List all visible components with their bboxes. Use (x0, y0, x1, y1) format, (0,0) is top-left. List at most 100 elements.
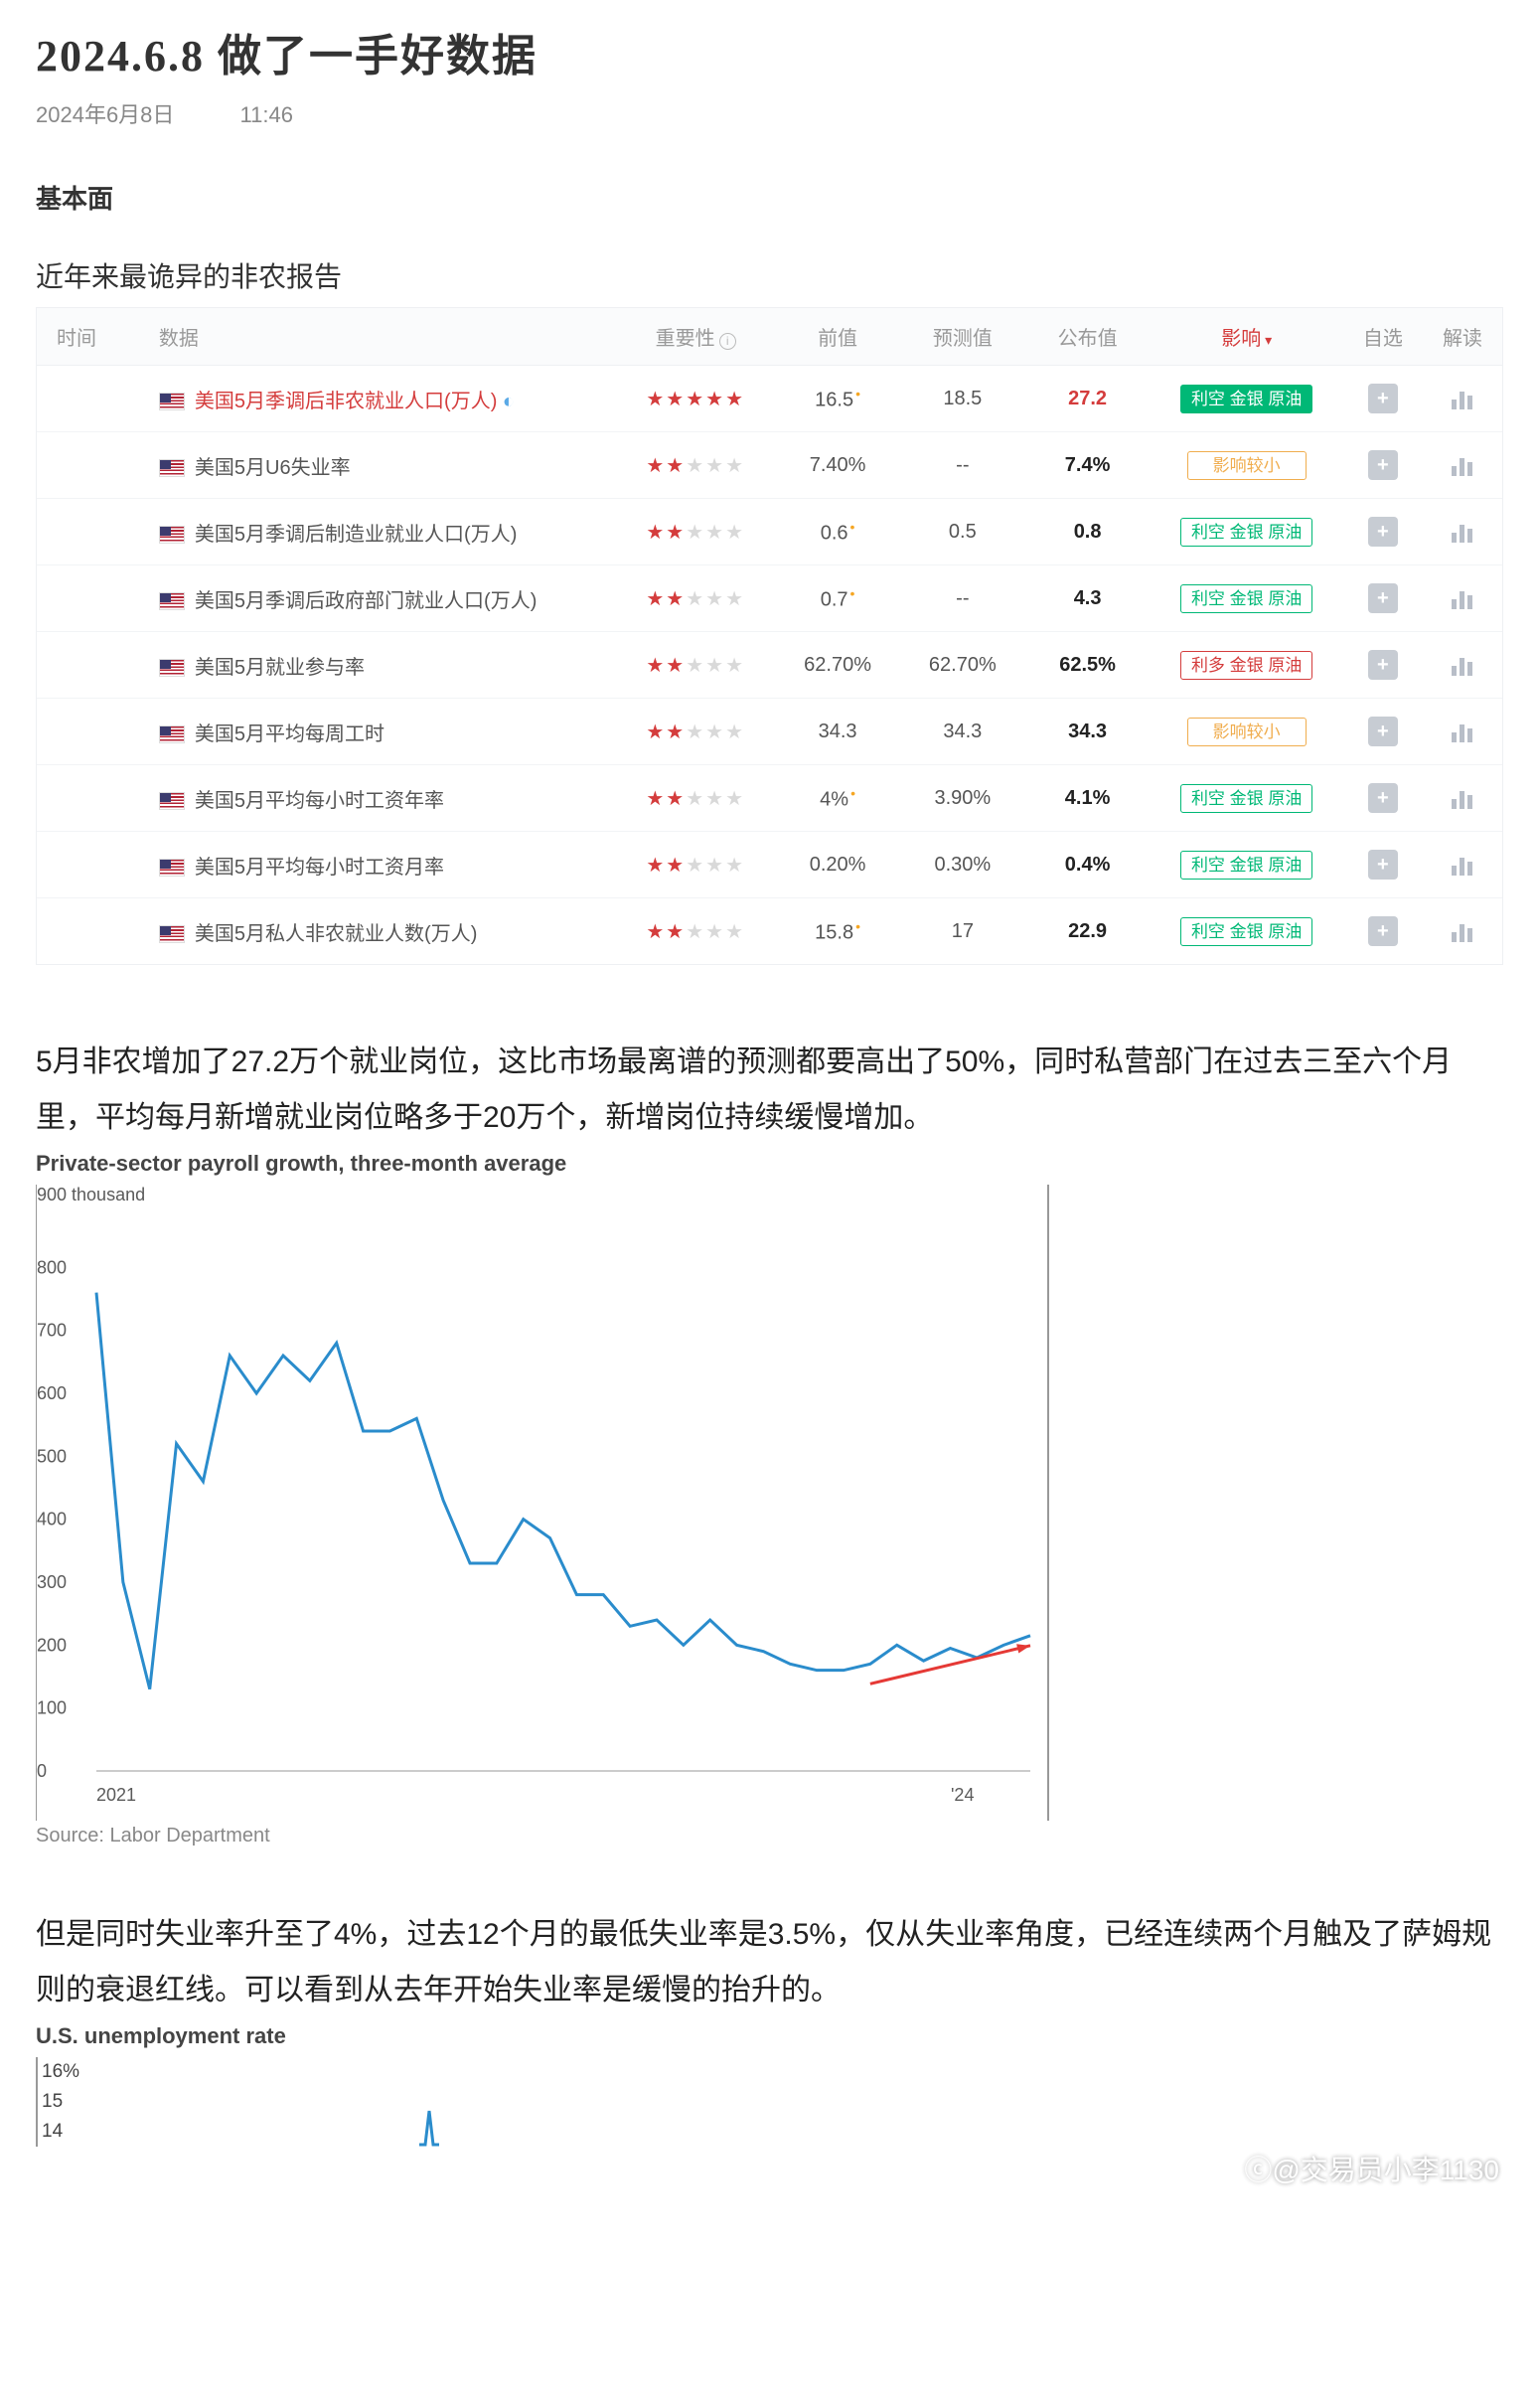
meta-time: 11:46 (240, 102, 293, 127)
row-importance: ★★★★★ (616, 632, 775, 699)
row-name[interactable]: 美国5月季调后制造业就业人口(万人) (139, 499, 616, 565)
row-importance: ★★★★★ (616, 366, 775, 432)
svg-text:100: 100 (37, 1698, 67, 1718)
svg-text:200: 200 (37, 1635, 67, 1655)
row-name[interactable]: 美国5月平均每小时工资年率 (139, 765, 616, 832)
chart2-title: U.S. unemployment rate (36, 2023, 1503, 2049)
row-impact: 利空 金银 原油 (1150, 499, 1342, 565)
row-name[interactable]: 美国5月私人非农就业人数(万人) (139, 898, 616, 965)
row-forecast: -- (900, 565, 1025, 632)
col-time[interactable]: 时间 (37, 308, 139, 366)
add-follow-button[interactable]: + (1368, 517, 1398, 547)
col-importance[interactable]: 重要性i (616, 308, 775, 366)
row-previous: 16.5• (775, 366, 900, 432)
flag-us-icon (159, 859, 185, 877)
chart1-title: Private-sector payroll growth, three-mon… (36, 1151, 1503, 1177)
row-name[interactable]: 美国5月U6失业率 (139, 432, 616, 499)
table-row: 美国5月季调后制造业就业人口(万人)★★★★★0.6•0.50.8利空 金银 原… (37, 499, 1502, 565)
col-data[interactable]: 数据 (139, 308, 616, 366)
row-importance: ★★★★★ (616, 765, 775, 832)
add-follow-button[interactable]: + (1368, 384, 1398, 413)
chart-icon[interactable] (1448, 916, 1477, 946)
row-read (1423, 432, 1502, 499)
row-name[interactable]: 美国5月就业参与率 (139, 632, 616, 699)
svg-text:500: 500 (37, 1446, 67, 1466)
col-impact[interactable]: 影响 (1150, 308, 1342, 366)
row-follow: + (1343, 832, 1423, 898)
row-forecast: 17 (900, 898, 1025, 965)
row-name[interactable]: 美国5月平均每小时工资月率 (139, 832, 616, 898)
row-impact: 影响较小 (1150, 432, 1342, 499)
row-published: 4.3 (1025, 565, 1151, 632)
impact-badge: 影响较小 (1187, 718, 1307, 746)
add-follow-button[interactable]: + (1368, 916, 1398, 946)
add-follow-button[interactable]: + (1368, 783, 1398, 813)
add-follow-button[interactable]: + (1368, 717, 1398, 746)
row-previous: 0.20% (775, 832, 900, 898)
col-forecast[interactable]: 预测值 (900, 308, 1025, 366)
row-importance: ★★★★★ (616, 699, 775, 765)
add-follow-button[interactable]: + (1368, 650, 1398, 680)
add-follow-button[interactable]: + (1368, 450, 1398, 480)
col-published[interactable]: 公布值 (1025, 308, 1151, 366)
chart2-spike (42, 2107, 1035, 2147)
chart-icon[interactable] (1448, 717, 1477, 746)
section-subheading: 近年来最诡异的非农报告 (36, 255, 1503, 295)
row-name[interactable]: 美国5月季调后政府部门就业人口(万人) (139, 565, 616, 632)
chart1: 900 thousand8007006005004003002001000202… (36, 1185, 1049, 1821)
chart-icon[interactable] (1448, 517, 1477, 547)
row-forecast: 0.5 (900, 499, 1025, 565)
chart-icon[interactable] (1448, 650, 1477, 680)
add-follow-button[interactable]: + (1368, 850, 1398, 880)
section-heading: 基本面 (36, 179, 1503, 216)
chart-icon[interactable] (1448, 450, 1477, 480)
row-impact: 利空 金银 原油 (1150, 366, 1342, 432)
row-forecast: 18.5 (900, 366, 1025, 432)
col-previous[interactable]: 前值 (775, 308, 900, 366)
chart-icon[interactable] (1448, 583, 1477, 613)
row-previous: 15.8• (775, 898, 900, 965)
row-forecast: 62.70% (900, 632, 1025, 699)
row-importance: ★★★★★ (616, 898, 775, 965)
svg-text:300: 300 (37, 1572, 67, 1592)
info-icon[interactable]: i (719, 333, 736, 350)
row-follow: + (1343, 565, 1423, 632)
row-impact: 影响较小 (1150, 699, 1342, 765)
svg-text:2021: 2021 (96, 1785, 136, 1805)
table-row: 美国5月私人非农就业人数(万人)★★★★★15.8•1722.9利空 金银 原油… (37, 898, 1502, 965)
row-forecast: 3.90% (900, 765, 1025, 832)
svg-text:'24: '24 (951, 1785, 974, 1805)
row-importance: ★★★★★ (616, 499, 775, 565)
chart-icon[interactable] (1448, 850, 1477, 880)
chart1-source: Source: Labor Department (36, 1825, 1503, 1847)
flag-us-icon (159, 393, 185, 410)
col-follow[interactable]: 自选 (1343, 308, 1423, 366)
chart1-svg: 900 thousand8007006005004003002001000202… (37, 1185, 1046, 1821)
body-paragraph: 但是同时失业率升至了4%，过去12个月的最低失业率是3.5%，仅从失业率角度，已… (36, 1907, 1503, 2017)
impact-badge: 利空 金银 原油 (1180, 518, 1312, 547)
table-row: 美国5月平均每小时工资月率★★★★★0.20%0.30%0.4%利空 金银 原油… (37, 832, 1502, 898)
row-follow: + (1343, 898, 1423, 965)
flag-us-icon (159, 592, 185, 610)
flag-us-icon (159, 459, 185, 477)
flag-us-icon (159, 925, 185, 943)
row-read (1423, 699, 1502, 765)
row-follow: + (1343, 366, 1423, 432)
row-name[interactable]: 美国5月季调后非农就业人口(万人) ◐ (139, 366, 616, 432)
row-previous: 0.7• (775, 565, 900, 632)
flag-us-icon (159, 526, 185, 544)
chart-icon[interactable] (1448, 384, 1477, 413)
row-importance: ★★★★★ (616, 832, 775, 898)
add-follow-button[interactable]: + (1368, 583, 1398, 613)
row-previous: 62.70% (775, 632, 900, 699)
impact-badge: 影响较小 (1187, 451, 1307, 480)
row-forecast: -- (900, 432, 1025, 499)
flag-us-icon (159, 659, 185, 677)
row-follow: + (1343, 632, 1423, 699)
row-name[interactable]: 美国5月平均每周工时 (139, 699, 616, 765)
col-read[interactable]: 解读 (1423, 308, 1502, 366)
row-follow: + (1343, 432, 1423, 499)
chart-icon[interactable] (1448, 783, 1477, 813)
table-row: 美国5月U6失业率★★★★★7.40%--7.4%影响较小+ (37, 432, 1502, 499)
flag-us-icon (159, 725, 185, 743)
